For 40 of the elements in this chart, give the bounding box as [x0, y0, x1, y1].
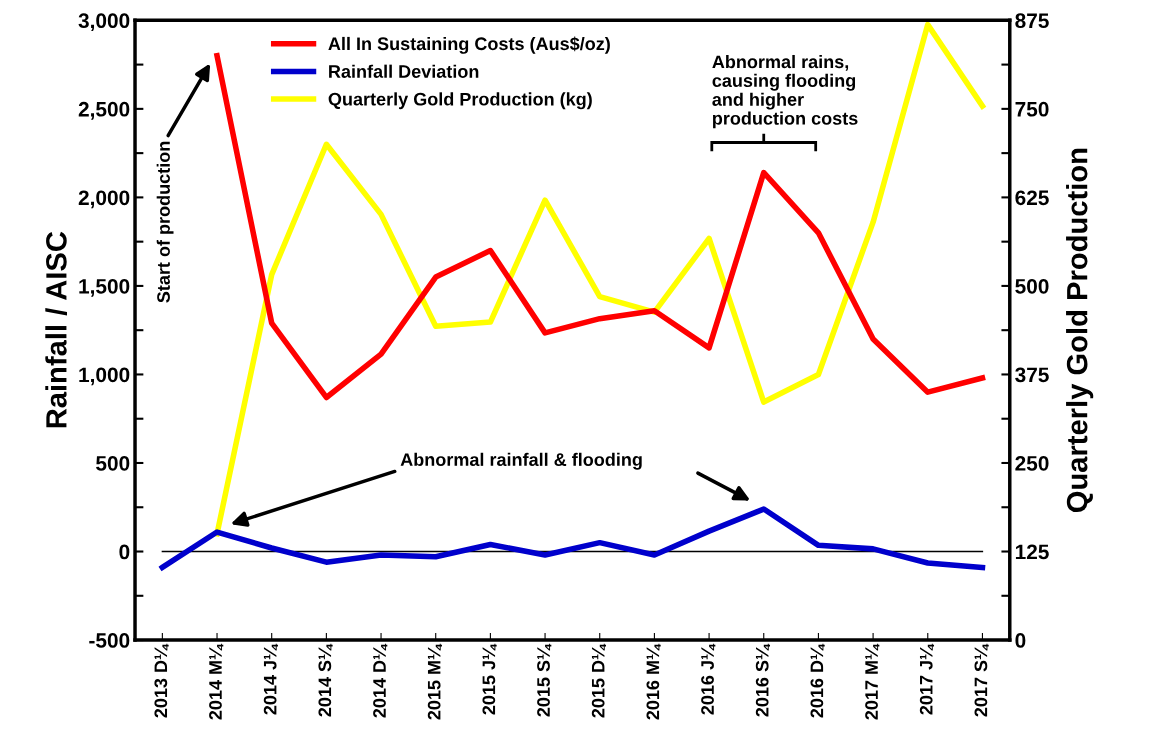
x-tick-label: 2014 J¼: [263, 643, 278, 715]
y2-tick-label: 875: [1015, 13, 1049, 29]
x-tick-label: 2017 J¼: [919, 643, 935, 715]
x-tick-label: 2014 M¼: [209, 643, 224, 720]
x-tick-label: 2014 S¼: [318, 643, 333, 717]
legend-label: Rainfall Deviation: [329, 64, 479, 78]
x-tick-label: 2015 M¼: [427, 643, 442, 720]
x-tick-label: 2015 S¼: [537, 643, 552, 717]
x-tick-label: 2016 S¼: [755, 643, 771, 717]
x-tick-label: 2016 J¼: [701, 643, 716, 715]
y2-tick-label: 0: [1015, 633, 1026, 648]
y-tick-label: 2,500: [78, 101, 130, 120]
x-tick-label: 2016 M¼: [646, 643, 661, 720]
y2-tick-label: 125: [1015, 544, 1049, 560]
annotation: Abnormal rains, causing flooding and higher production costs: [712, 54, 858, 129]
y-axis-title: Rainfall / AISC: [45, 231, 68, 428]
x-tick-label: 2017 M¼: [865, 643, 880, 720]
y-tick-label: 0: [119, 544, 130, 560]
legend-label: All In Sustaining Costs (Aus$/oz): [328, 36, 610, 54]
legend-label: Quarterly Gold Production (kg): [328, 92, 592, 110]
x-tick-label: 2017 S¼: [974, 643, 989, 717]
annotation: Abnormal rainfall & flooding: [400, 452, 642, 470]
y2-tick-label: 750: [1015, 101, 1049, 117]
y2-axis-title: Quarterly Gold Production: [1066, 148, 1094, 513]
y2-tick-label: 250: [1015, 455, 1049, 471]
x-tick-label: 2015 D¼: [591, 643, 606, 718]
annotation: Start of production: [156, 141, 174, 303]
y-tick-label: 1,500: [79, 278, 130, 297]
x-tick-label: 2014 D¼: [373, 643, 388, 718]
x-tick-label: 2013 D¼: [154, 643, 169, 718]
y-tick-label: 2,000: [78, 190, 130, 209]
y2-tick-label: 500: [1015, 278, 1049, 294]
y2-tick-label: 375: [1015, 367, 1049, 383]
x-tick-label: 2015 J¼: [482, 643, 497, 715]
x-tick-label: 2016 D¼: [810, 643, 825, 718]
y-tick-label: 500: [96, 455, 130, 471]
y-tick-label: 3,000: [78, 13, 130, 32]
y2-tick-label: 625: [1015, 190, 1049, 206]
y-tick-label: 1,000: [79, 367, 130, 386]
y-tick-label: -500: [89, 633, 130, 648]
